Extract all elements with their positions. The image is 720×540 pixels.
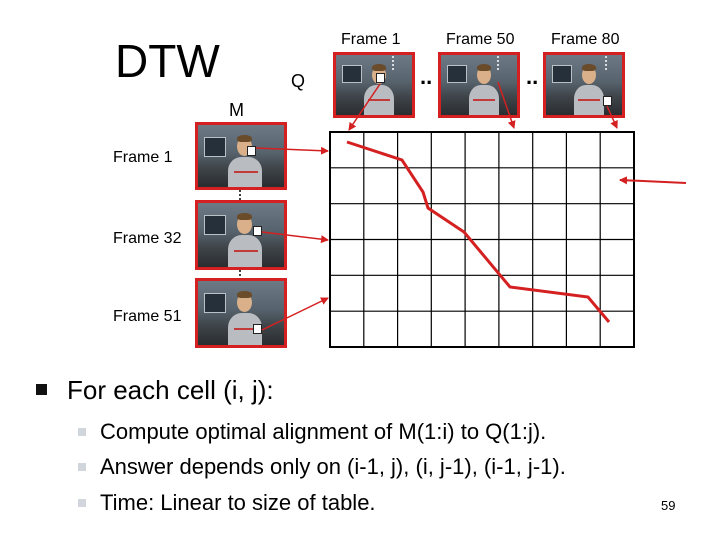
top-ellipsis-2: .. <box>526 64 539 89</box>
arrow-m-frame-32 <box>261 231 329 244</box>
q-label: Q <box>291 71 306 91</box>
q-frame-1-marker-icon <box>376 73 385 83</box>
arrow-q-frame-1 <box>348 83 381 131</box>
m-frame-51-image <box>195 278 287 348</box>
left-frame-label-1: Frame 1 <box>113 149 173 166</box>
arrow-q-frame-80 <box>606 105 618 129</box>
m-frame-32-marker-icon <box>253 226 262 236</box>
slide-title: DTW <box>115 35 220 87</box>
sub-bullet-3-icon <box>78 499 86 507</box>
top-ellipsis-1: .. <box>420 64 433 89</box>
page-number: 59 <box>661 498 676 513</box>
sub-bullet-2-icon <box>78 463 86 471</box>
arrow-right-side <box>619 176 687 185</box>
m-frame-1-marker-icon <box>247 146 256 156</box>
left-frame-label-32: Frame 32 <box>113 230 182 247</box>
m-frame-32-image <box>195 200 287 270</box>
sub-bullet-1-icon <box>78 428 86 436</box>
m-frame-1-image <box>195 122 287 190</box>
top-frame-label-1: Frame 1 <box>341 31 401 48</box>
arrow-m-frame-1 <box>255 146 329 155</box>
bullet-main: For each cell (i, j): <box>67 375 274 405</box>
sub-bullet-3: Time: Linear to size of table. <box>100 490 376 515</box>
arrow-q-frame-50 <box>497 81 516 129</box>
top-frame-label-50: Frame 50 <box>446 31 515 48</box>
m-label: M <box>229 100 244 120</box>
top-frame-label-80: Frame 80 <box>551 31 620 48</box>
sub-bullet-2: Answer depends only on (i-1, j), (i, j-1… <box>100 454 566 479</box>
alignment-path <box>346 140 611 323</box>
sub-bullet-1: Compute optimal alignment of M(1:i) to Q… <box>100 419 547 444</box>
q-frame-50-image <box>438 52 520 118</box>
q-frame-1-image <box>333 52 415 118</box>
arrow-m-frame-51 <box>261 297 329 331</box>
q-frame-80-marker-icon <box>603 96 612 106</box>
left-frame-label-51: Frame 51 <box>113 308 182 325</box>
bullet-main-icon <box>36 384 47 395</box>
m-frame-51-marker-icon <box>253 324 262 334</box>
dtw-table-grid <box>330 132 634 347</box>
